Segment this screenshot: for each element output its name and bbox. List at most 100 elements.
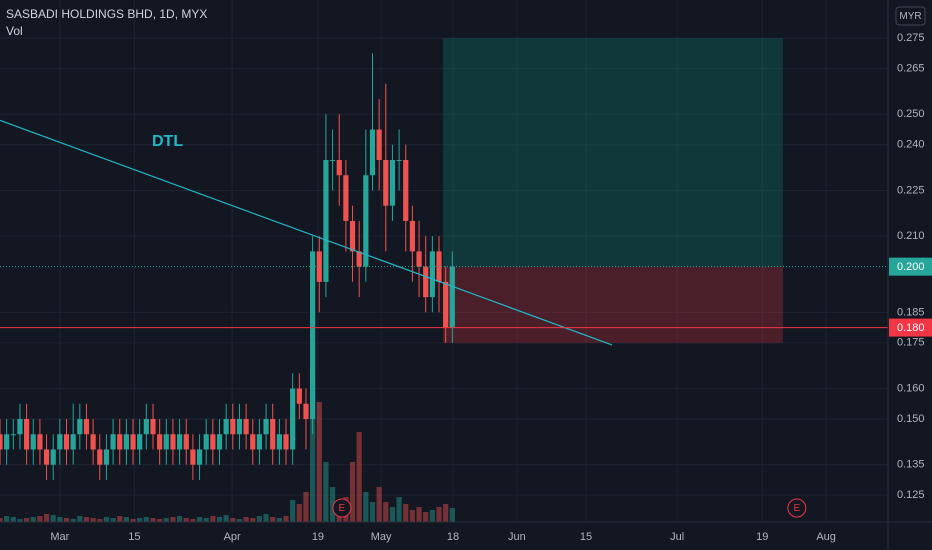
currency[interactable]: MYR (899, 11, 921, 22)
volume-bar (436, 507, 442, 522)
candle-body (210, 434, 216, 450)
candle-body (310, 251, 316, 420)
candle-body (243, 419, 249, 435)
volume-bar (416, 507, 422, 522)
candle-body (176, 434, 183, 450)
volume-bar (363, 492, 369, 522)
candle-body (356, 251, 362, 267)
candle-body (449, 266, 455, 328)
candle-body (183, 434, 189, 450)
volume-bar (203, 518, 209, 522)
volume-bar (250, 518, 256, 522)
volume-bar (103, 517, 110, 522)
candle-body (403, 159, 409, 221)
volume-bar (130, 519, 136, 522)
volume-bar (196, 517, 203, 522)
candle-body (157, 434, 163, 450)
volume-bar (170, 517, 176, 522)
x-tick-label: 19 (312, 531, 324, 543)
candle-body (110, 434, 116, 450)
candle-body (163, 434, 169, 450)
candle-body (143, 419, 149, 435)
last-price-tag (889, 257, 932, 276)
candle-body (223, 419, 229, 435)
volume-bar (70, 519, 76, 522)
volume-bar (409, 510, 416, 522)
y-tick-label: 0.135 (897, 459, 925, 471)
volume-bar (230, 518, 236, 522)
earnings-label: E (339, 503, 346, 514)
volume-bar (4, 516, 10, 522)
candle-body (123, 434, 129, 450)
x-tick-label: Mar (50, 531, 69, 543)
candle-body (443, 281, 449, 328)
volume-bar (389, 507, 396, 522)
candle-body (0, 434, 3, 450)
y-tick-label: 0.210 (897, 230, 925, 242)
x-tick-label: 18 (447, 531, 459, 543)
volume-bar (17, 519, 23, 522)
volume-bar (270, 517, 276, 522)
volume-bar (236, 519, 243, 522)
volume-bar (63, 518, 70, 522)
y-tick-label: 0.175 (897, 337, 925, 349)
candle-body (283, 434, 289, 450)
candle-body (10, 434, 16, 436)
volume-bar (296, 504, 302, 522)
volume-bar (150, 518, 156, 522)
volume-bar (123, 517, 129, 522)
volume-bar (223, 515, 229, 522)
volume-bar (30, 517, 36, 522)
candle-body (190, 449, 196, 465)
volume-bar (24, 518, 30, 522)
plot (0, 38, 888, 522)
chart-title: SASBADI HOLDINGS BHD, 1D, MYX (6, 7, 207, 21)
volume-bar (329, 487, 336, 522)
candle-body (30, 434, 36, 450)
volume-bar (243, 517, 249, 522)
candle-body (70, 434, 76, 450)
candle-body (216, 434, 223, 450)
candle-body (436, 251, 442, 282)
candle-body (369, 129, 376, 176)
volume-bar (443, 504, 449, 522)
candle-body (383, 159, 389, 206)
candle-body (349, 220, 356, 252)
candle-body (137, 434, 143, 450)
candle-body (423, 266, 429, 298)
y-tick-label: 0.265 (897, 62, 925, 74)
candle-body (429, 251, 435, 298)
candle-body (363, 175, 369, 267)
candle-body (130, 434, 136, 450)
volume-bar (423, 512, 429, 522)
x-tick-label: 15 (580, 531, 592, 543)
candle-body (230, 419, 236, 435)
volume-bar (316, 402, 322, 522)
volume-bar (216, 517, 223, 522)
candle-body (303, 403, 309, 420)
candle-body (323, 159, 329, 282)
candle-body (343, 175, 349, 221)
candle-body (117, 434, 123, 450)
y-tick-label: 0.275 (897, 32, 925, 44)
candle-body (77, 419, 83, 435)
candle-body (196, 449, 203, 465)
volume-bar (276, 518, 282, 522)
earnings-marker (332, 498, 352, 518)
x-tick-label: Aug (816, 531, 836, 543)
y-tick-label: 0.150 (897, 413, 925, 425)
volume-bar (310, 372, 316, 522)
volume-bar (57, 517, 63, 522)
candle-body (63, 434, 70, 450)
candle-body (150, 419, 156, 435)
volume-bar (429, 510, 435, 522)
currency-box[interactable] (895, 6, 926, 26)
volume-bar (190, 519, 196, 522)
candle-body (170, 434, 176, 450)
candle-body (97, 449, 103, 465)
candle-body (263, 419, 269, 435)
candle-body (43, 449, 50, 465)
x-tick-label: Jul (670, 531, 684, 543)
candle-body (90, 434, 96, 450)
candle-body (396, 159, 402, 161)
